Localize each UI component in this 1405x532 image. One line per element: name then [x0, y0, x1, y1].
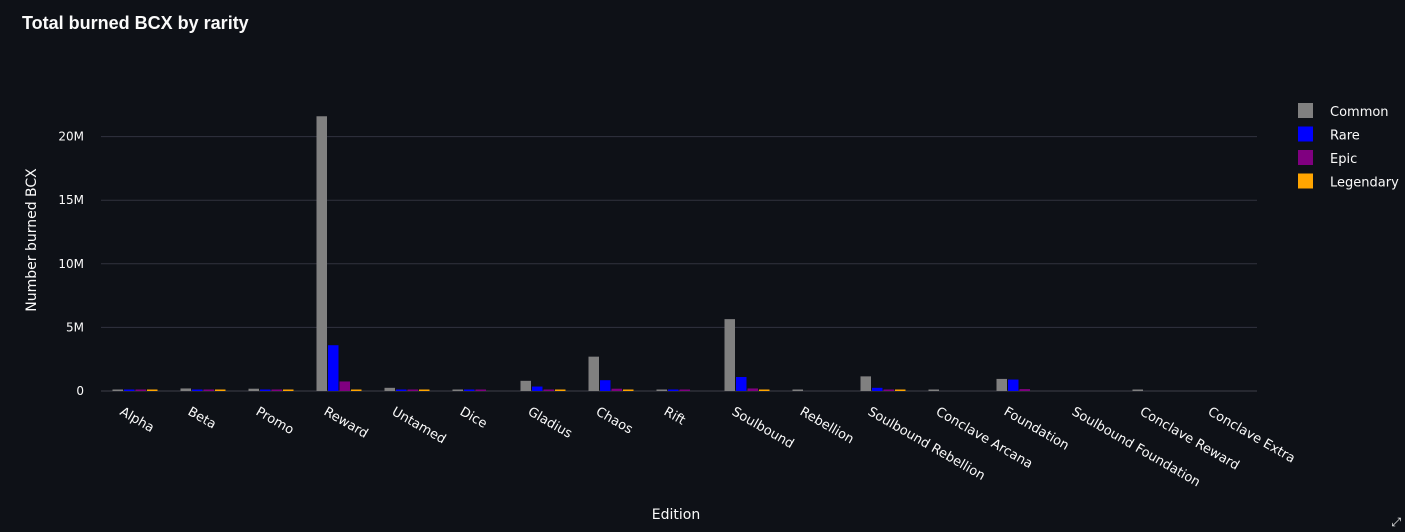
bar-common-alpha[interactable] — [112, 389, 124, 392]
bar-epic-dice[interactable] — [475, 389, 487, 392]
bar-epic-soulbound[interactable] — [747, 388, 759, 391]
bar-common-conclave-arcana[interactable] — [928, 389, 940, 392]
x-tick-label: Rebellion — [797, 404, 856, 447]
bar-common-promo[interactable] — [248, 388, 260, 391]
legend-label: Rare — [1330, 129, 1360, 144]
legend-swatch — [1298, 103, 1313, 118]
expand-icon[interactable]: ⤢ — [1391, 515, 1401, 529]
bar-rare-reward[interactable] — [328, 345, 339, 391]
bar-common-foundation[interactable] — [996, 378, 1008, 391]
bar-epic-beta[interactable] — [203, 389, 215, 392]
x-axis: Alpha Beta Promo Reward Untamed Dice Gladius Ch… — [117, 404, 1297, 490]
bar-common-soulbound[interactable] — [724, 319, 736, 391]
x-tick-label: Alpha — [117, 404, 157, 435]
legend-item-rare[interactable]: Rare — [1298, 126, 1360, 144]
x-tick-label: Soulbound Rebellion — [865, 404, 988, 483]
x-tick-label: Soulbound Foundation — [1069, 404, 1203, 490]
legend-label: Epic — [1330, 152, 1357, 167]
x-tick-label: Gladius — [525, 404, 575, 441]
bar-legendary-chaos[interactable] — [623, 389, 634, 392]
bar-legendary-promo[interactable] — [283, 389, 294, 392]
bar-legendary-untamed[interactable] — [419, 389, 430, 392]
legend-swatch — [1298, 126, 1313, 142]
bar-epic-foundation[interactable] — [1019, 389, 1031, 391]
bar-epic-reward[interactable] — [339, 381, 351, 391]
x-tick-label: Soulbound — [729, 404, 796, 451]
bar-common-untamed[interactable] — [384, 387, 396, 391]
bar-common-dice[interactable] — [452, 389, 464, 392]
y-tick-label: 15M — [58, 193, 84, 207]
y-tick-label: 0 — [76, 384, 84, 398]
grid-lines — [101, 136, 1257, 392]
legend-swatch — [1298, 173, 1313, 189]
legend-swatch — [1298, 150, 1313, 165]
bar-rare-chaos[interactable] — [600, 380, 611, 391]
bar-common-gladius[interactable] — [520, 380, 532, 391]
x-tick-label: Rift — [661, 404, 688, 428]
bar-rare-untamed[interactable] — [396, 389, 407, 392]
bar-common-rift[interactable] — [656, 389, 668, 392]
bar-rare-alpha[interactable] — [124, 389, 135, 392]
legend-label: Legendary — [1330, 176, 1399, 191]
y-tick-label: 20M — [58, 130, 84, 144]
bar-rare-foundation[interactable] — [1008, 379, 1019, 391]
bar-rare-dice[interactable] — [464, 389, 475, 392]
legend[interactable]: Common Rare Epic Legendary — [1298, 103, 1399, 191]
x-tick-label: Promo — [253, 404, 296, 438]
bar-common-rebellion[interactable] — [792, 389, 804, 392]
bar-common-conclave-reward[interactable] — [1132, 389, 1144, 392]
bar-rare-rift[interactable] — [668, 389, 679, 392]
x-tick-label: Untamed — [389, 404, 448, 447]
legend-label: Common — [1330, 105, 1389, 120]
bar-rare-soulbound[interactable] — [736, 377, 747, 391]
legend-item-legendary[interactable]: Legendary — [1298, 173, 1399, 191]
bar-epic-gladius[interactable] — [543, 389, 555, 392]
bar-epic-chaos[interactable] — [611, 388, 623, 391]
bar-common-reward[interactable] — [316, 116, 328, 392]
bar-common-soulbound-rebellion[interactable] — [860, 376, 872, 391]
x-tick-label: Chaos — [593, 404, 635, 437]
y-axis-title: Number burned BCX — [24, 168, 40, 312]
bar-legendary-beta[interactable] — [215, 389, 226, 392]
bar-rare-beta[interactable] — [192, 389, 203, 392]
x-axis-title: Edition — [652, 507, 700, 523]
y-tick-label: 10M — [58, 257, 84, 271]
x-tick-label: Reward — [321, 404, 370, 441]
y-tick-label: 5M — [66, 320, 84, 334]
y-axis: 0 5M 10M 15M 20M — [58, 130, 84, 398]
bar-rare-promo[interactable] — [260, 389, 271, 392]
bar-legendary-soulbound[interactable] — [759, 389, 770, 392]
legend-item-epic[interactable]: Epic — [1298, 150, 1357, 167]
bar-epic-untamed[interactable] — [407, 389, 419, 392]
bar-legendary-gladius[interactable] — [555, 389, 566, 392]
bars[interactable] — [112, 116, 1144, 392]
bar-epic-rift[interactable] — [679, 389, 691, 392]
bar-rare-soulbound-rebellion[interactable] — [872, 387, 883, 391]
chart-title: Total burned BCX by rarity — [22, 13, 249, 33]
bar-epic-promo[interactable] — [271, 389, 283, 392]
bar-common-chaos[interactable] — [588, 356, 600, 391]
bar-legendary-soulbound-rebellion[interactable] — [895, 389, 906, 392]
bar-epic-alpha[interactable] — [135, 389, 147, 392]
bar-epic-soulbound-rebellion[interactable] — [883, 389, 895, 392]
bar-legendary-alpha[interactable] — [147, 389, 158, 392]
bar-common-beta[interactable] — [180, 388, 192, 391]
bar-legendary-reward[interactable] — [351, 389, 362, 392]
bar-rare-gladius[interactable] — [532, 386, 543, 391]
legend-item-common[interactable]: Common — [1298, 103, 1389, 120]
x-tick-label: Dice — [457, 404, 489, 431]
x-tick-label: Beta — [185, 404, 218, 432]
